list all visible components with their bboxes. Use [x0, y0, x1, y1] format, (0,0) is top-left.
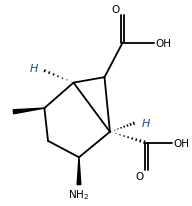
Text: H: H [142, 118, 150, 128]
Text: OH: OH [174, 138, 190, 148]
Polygon shape [13, 109, 44, 114]
Text: H: H [30, 64, 39, 74]
Polygon shape [77, 158, 81, 185]
Text: OH: OH [156, 38, 171, 48]
Text: O: O [135, 171, 143, 181]
Text: O: O [111, 5, 119, 15]
Text: NH$_2$: NH$_2$ [68, 187, 89, 201]
